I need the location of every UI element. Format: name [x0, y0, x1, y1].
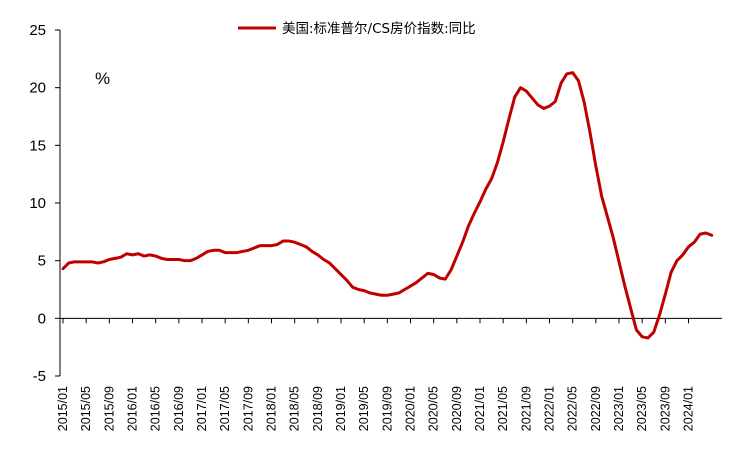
x-tick-label: 2023/05 [635, 386, 649, 431]
x-tick-label: 2018/01 [265, 386, 279, 431]
axes [59, 30, 722, 376]
x-tick-label: 2021/01 [473, 386, 487, 431]
x-tick-label: 2022/09 [589, 386, 603, 431]
y-tick-label: -5 [33, 368, 46, 385]
y-tick-label: 10 [29, 195, 46, 212]
x-tick-label: 2019/01 [334, 386, 348, 431]
x-tick-label: 2021/09 [519, 386, 533, 431]
x-tick-label: 2023/09 [658, 386, 672, 431]
x-tick-label: 2015/01 [56, 386, 70, 431]
y-tick-label: 25 [29, 22, 46, 39]
x-tick-label: 2018/05 [288, 386, 302, 431]
x-tick-label: 2022/05 [566, 386, 580, 431]
x-tick-label: 2020/01 [404, 386, 418, 431]
unit-label: % [95, 69, 110, 88]
x-tick-label: 2016/05 [149, 386, 163, 431]
x-tick-label: 2017/09 [241, 386, 255, 431]
x-axis-ticks: 2015/01 2015/05 2015/09 2016/01 2016/05 2016/… [56, 318, 696, 431]
legend-label: 美国:标准普尔/CS房价指数:同比 [282, 21, 476, 37]
x-tick-label: 2022/01 [543, 386, 557, 431]
x-tick-label: 2015/09 [102, 386, 116, 431]
x-tick-label: 2016/09 [172, 386, 186, 431]
x-tick-label: 2019/09 [380, 386, 394, 431]
series-layer [61, 71, 714, 340]
x-tick-label: 2016/01 [126, 386, 140, 431]
x-tick-label: 2018/09 [311, 386, 325, 431]
x-tick-label: 2021/05 [496, 386, 510, 431]
y-axis-ticks: -5 0 5 10 15 20 25 [29, 22, 60, 385]
y-tick-label: 20 [29, 80, 46, 97]
y-tick-label: 0 [38, 310, 46, 327]
y-tick-label: 15 [29, 137, 46, 154]
y-tick-label: 5 [38, 253, 46, 270]
x-tick-label: 2020/05 [427, 386, 441, 431]
x-tick-label: 2023/01 [612, 386, 626, 431]
x-tick-label: 2019/05 [357, 386, 371, 431]
legend: 美国:标准普尔/CS房价指数:同比 [238, 21, 476, 37]
series-line [61, 71, 714, 340]
x-tick-label: 2017/01 [195, 386, 209, 431]
x-tick-label: 2024/01 [682, 386, 696, 431]
x-tick-label: 2020/09 [450, 386, 464, 431]
x-tick-label: 2015/05 [79, 386, 93, 431]
x-tick-label: 2017/05 [218, 386, 232, 431]
